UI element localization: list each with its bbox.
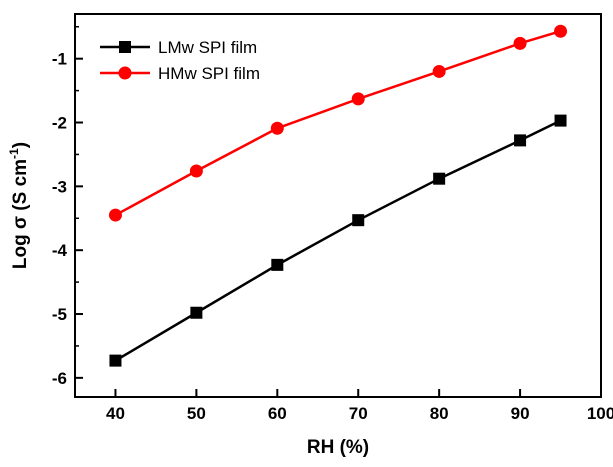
series-line (114, 119, 562, 362)
legend-swatch-marker (118, 66, 132, 80)
data-point (513, 36, 527, 50)
y-axis-title-main: Log σ (S cm (10, 159, 31, 269)
legend-item: HMw SPI film (100, 64, 260, 83)
y-axis-title-close: ) (10, 142, 31, 148)
data-point (432, 64, 446, 78)
data-point (190, 306, 203, 319)
data-point (352, 214, 365, 227)
x-tick-label: 50 (187, 404, 206, 423)
x-tick-label: 40 (106, 404, 125, 423)
axis-ticks: 40 50 60 70 80 90 100 -6 -5 -4 -3 -2 -1 (52, 26, 613, 423)
y-tick-label: -2 (52, 114, 67, 133)
data-point (554, 24, 568, 38)
data-point (270, 121, 284, 135)
x-tick-label: 70 (349, 404, 368, 423)
x-tick-label: 90 (511, 404, 530, 423)
x-tick-label: 60 (268, 404, 287, 423)
legend-swatch-marker (119, 41, 131, 53)
data-point (554, 114, 567, 127)
legend-item: LMw SPI film (100, 38, 257, 57)
y-tick-label: -4 (52, 241, 68, 260)
y-tick-label: -1 (52, 50, 67, 69)
legend-label: HMw SPI film (158, 64, 260, 83)
data-point (514, 134, 527, 147)
data-point (108, 208, 122, 222)
data-point (271, 258, 284, 271)
plot-frame (74, 13, 602, 398)
y-tick-label: -6 (52, 369, 67, 388)
legend: LMw SPI film HMw SPI film (100, 38, 260, 83)
data-point (189, 164, 203, 178)
series-1 (109, 114, 567, 367)
series-2 (108, 24, 568, 222)
y-axis-title-superscript: -1 (7, 148, 21, 159)
y-tick-label: -5 (52, 305, 67, 324)
series-layer (108, 24, 568, 367)
series-line (114, 30, 561, 217)
data-point (433, 172, 446, 185)
x-tick-label: 80 (430, 404, 449, 423)
data-point (351, 92, 365, 106)
data-point (109, 354, 122, 367)
x-axis-title: RH (%) (307, 437, 369, 458)
x-tick-label: 100 (587, 404, 613, 423)
y-axis-title: Log σ (S cm-1) (7, 142, 31, 269)
y-tick-label: -3 (52, 177, 67, 196)
legend-label: LMw SPI film (158, 38, 257, 57)
